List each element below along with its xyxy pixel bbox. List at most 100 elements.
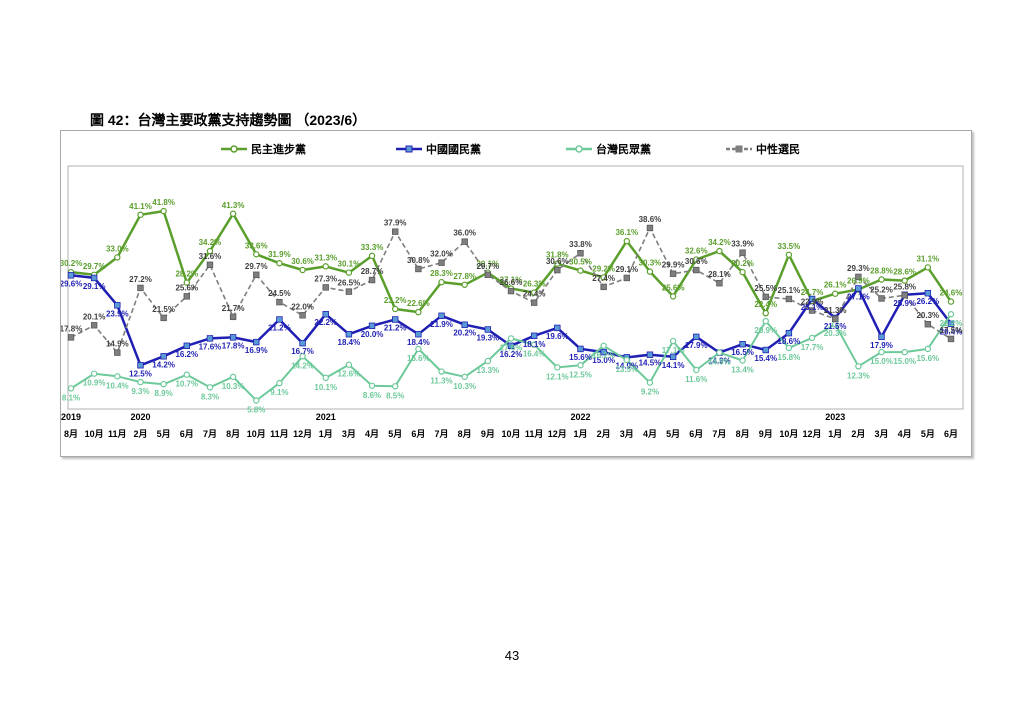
point-s3-17 [461,238,468,245]
data-label-s2-9: 9.1% [270,388,288,397]
data-label-s0-10: 30.6% [291,257,314,266]
x-tick-label-13: 4月 [365,429,379,439]
point-s1-14 [392,316,399,323]
point-s0-21 [554,260,561,267]
data-label-s1-25: 14.5% [639,359,662,368]
data-label-s1-7: 17.8% [222,341,245,350]
data-label-s2-1: 10.9% [83,379,106,388]
point-s3-14 [392,228,399,235]
year-label-2023: 2023 [825,412,845,422]
data-label-s1-31: 18.6% [778,337,801,346]
point-s3-30 [762,293,769,301]
point-s1-13 [368,322,376,329]
data-label-s2-30: 20.9% [754,326,777,335]
year-label-2019: 2019 [61,412,81,422]
data-label-s2-7: 10.3% [222,382,245,391]
data-label-s2-22: 12.5% [569,370,592,379]
data-label-s0-9: 31.9% [268,250,291,259]
point-s0-22 [577,267,584,274]
data-label-s2-32: 17.7% [801,343,824,352]
data-label-s1-24: 14.0% [615,361,638,370]
point-s3-18 [484,271,492,278]
data-label-s2-13: 8.6% [363,391,381,400]
point-s0-13 [368,252,376,260]
data-label-s1-22: 15.6% [569,353,592,362]
data-label-s0-28: 34.2% [708,238,731,247]
point-s2-36 [901,348,908,356]
point-s2-37 [924,345,932,353]
data-label-s3-2: 14.9% [106,340,129,349]
data-label-s2-26: 17.1% [662,346,685,355]
data-label-s3-12: 26.5% [338,279,361,288]
x-tick-label-21: 12月 [548,429,567,439]
point-s2-5 [183,371,190,378]
data-label-s3-1: 20.1% [83,312,106,321]
point-s3-20 [530,299,538,306]
legend-label-1: 中國國民黨 [426,142,481,156]
data-label-s1-8: 16.9% [245,346,268,355]
point-s2-21 [554,364,561,371]
data-label-s3-25: 38.6% [639,215,662,224]
point-s0-12 [345,269,353,276]
chart-frame: 民主進步黨 中國國民黨 台灣民眾黨 中性選民 30.2% 29.7% 33.0% 41.1%… [60,130,972,457]
data-label-s1-9: 21.2% [268,323,291,332]
legend-marker-2 [575,145,583,153]
x-tick-label-34: 2月 [851,429,865,439]
data-label-s2-2: 10.4% [106,381,129,390]
point-s1-0 [67,272,75,279]
data-label-s3-9: 24.5% [268,289,291,298]
point-s3-16 [438,259,445,266]
data-label-s3-26: 29.9% [662,261,685,270]
data-label-s2-10: 14.2% [291,361,314,370]
x-tick-label-30: 9月 [759,429,773,439]
data-label-s3-11: 27.3% [314,274,337,283]
x-tick-label-22: 1月 [573,429,587,439]
data-label-s0-27: 32.6% [685,247,708,256]
point-s2-24 [623,356,630,364]
data-label-s2-29: 13.4% [731,366,754,375]
point-s2-1 [90,370,98,377]
point-s2-4 [160,380,167,388]
point-s0-38 [947,298,955,305]
legend-marker-1 [405,145,413,153]
data-label-s1-35: 17.9% [870,341,893,350]
data-label-s1-6: 17.6% [199,342,222,351]
x-tick-label-3: 2月 [133,429,147,439]
data-label-s0-24: 36.1% [615,228,638,237]
point-s1-6 [206,335,214,342]
data-label-s0-30: 22.4% [754,300,777,309]
point-s3-0 [67,334,75,341]
point-s1-25 [646,351,654,358]
data-label-s1-32: 25.1% [801,303,824,312]
point-s2-17 [461,373,468,381]
data-label-s0-26: 25.6% [662,283,685,292]
point-s2-20 [530,341,538,348]
point-s1-15 [415,331,422,338]
data-label-s0-22: 30.5% [569,258,592,267]
point-s1-10 [299,339,306,347]
point-s1-11 [322,311,329,318]
data-label-s1-20: 18.1% [523,340,546,349]
point-s0-8 [253,251,260,258]
data-label-s0-13: 33.3% [361,243,384,252]
data-label-s1-5: 16.2% [175,350,198,359]
data-label-s2-20: 16.4% [523,350,546,359]
data-label-s1-38: 20.4% [940,328,963,337]
point-s0-26 [669,293,677,300]
data-label-s1-27: 17.9% [685,341,708,350]
x-tick-label-35: 3月 [875,429,889,439]
point-s2-3 [137,378,144,386]
data-label-s3-20: 24.4% [523,290,546,299]
point-s1-37 [924,289,932,297]
point-s2-16 [438,368,445,375]
point-s2-10 [299,353,306,360]
point-s1-23 [600,348,607,356]
data-label-s3-0: 17.8% [61,324,82,333]
point-s3-10 [299,312,306,319]
data-label-s0-31: 33.5% [778,242,801,251]
figure-title: 圖 42：台灣主要政黨支持趨勢圖 （2023/6） [90,112,367,128]
data-label-s3-14: 37.9% [384,219,407,228]
point-s2-28 [716,349,723,356]
data-label-s0-19: 27.1% [500,275,523,284]
x-axis: 8月 10月 11月 2月 5月 6月 7月 8月 10月 11月 12月 1月 3月 4月 5月 6月 7月 8… [61,412,958,439]
